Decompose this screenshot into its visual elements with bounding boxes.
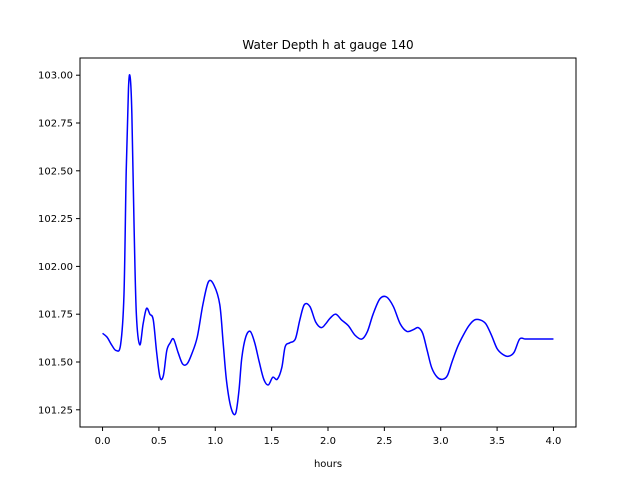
y-tick-label: 102.50: [38, 166, 73, 177]
x-axis-label: hours: [314, 459, 342, 470]
series-line-0: [102, 74, 554, 416]
x-tick-label: 3.5: [489, 436, 505, 447]
y-tick-label: 103.00: [38, 71, 73, 82]
plot-frame: [79, 57, 577, 428]
y-tick-label: 101.75: [38, 310, 73, 321]
axis-layer: 0.0 0.5 1.0 1.5 2.0 2.5 3.0 3.5 4.0 101.25 101.50 1…: [38, 71, 561, 447]
y-tick-label: 102.75: [38, 119, 73, 130]
x-tick-label: 3.0: [433, 436, 449, 447]
y-tick-label: 102.25: [38, 214, 73, 225]
x-tick-label: 2.0: [320, 436, 336, 447]
x-tick-label: 0.0: [95, 436, 111, 447]
x-tick-label: 0.5: [151, 436, 167, 447]
plot-layer: [102, 74, 554, 416]
x-tick-label: 2.5: [376, 436, 392, 447]
chart-title: Water Depth h at gauge 140: [242, 38, 413, 52]
plot-area: [80, 58, 576, 427]
x-tick-label: 1.0: [207, 436, 223, 447]
x-tick-label: 4.0: [546, 436, 562, 447]
x-tick-label: 1.5: [264, 436, 280, 447]
y-tick-label: 102.00: [38, 262, 73, 273]
y-tick-label: 101.25: [38, 405, 73, 416]
y-tick-label: 101.50: [38, 357, 73, 368]
